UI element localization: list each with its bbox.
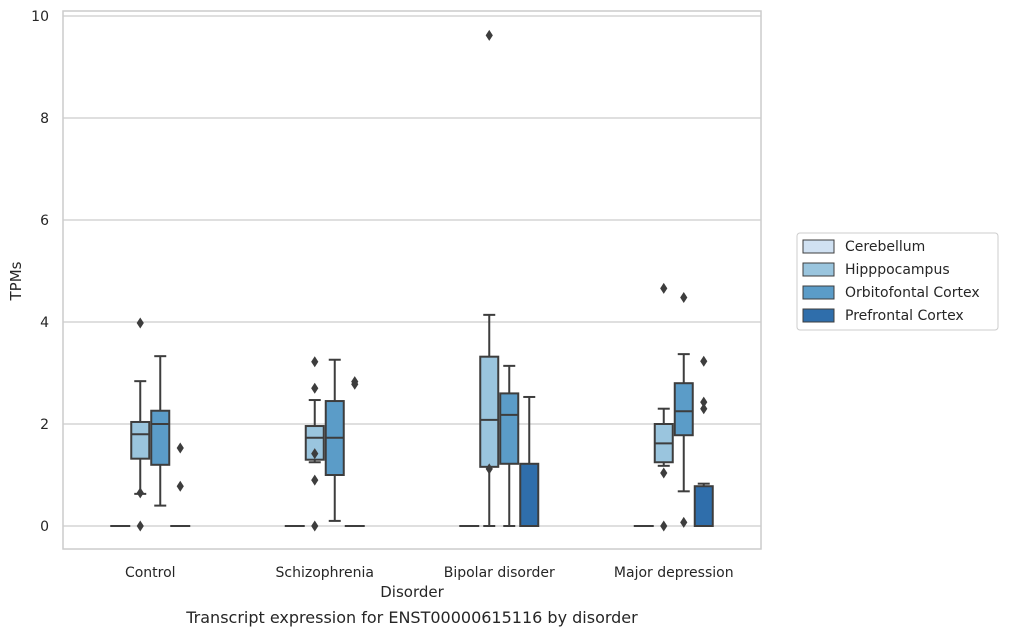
box-iqr — [130, 420, 151, 460]
outlier-point — [136, 317, 144, 329]
legend-frame — [796, 232, 999, 331]
box-hipppocampus — [479, 29, 500, 527]
box-groups — [110, 29, 714, 532]
outlier-point — [680, 516, 688, 528]
outlier-point — [311, 448, 319, 460]
outlier-point — [660, 467, 668, 479]
y-tick-label: 10 — [31, 9, 49, 25]
box-iqr — [499, 392, 520, 465]
legend-swatch — [802, 308, 835, 323]
x-tick-label: Bipolar disorder — [444, 565, 555, 581]
x-tick-label: Major depression — [614, 565, 734, 581]
outlier-point — [311, 520, 319, 532]
outlier-point — [700, 396, 708, 408]
y-tick-label: 4 — [40, 315, 49, 331]
box-hipppocampus — [130, 317, 151, 532]
legend-swatch — [802, 262, 835, 277]
box-iqr — [479, 355, 500, 468]
box-iqr — [150, 409, 171, 466]
outlier-point — [311, 474, 319, 486]
box-iqr — [304, 425, 325, 461]
box-orbitofontal-cortex — [673, 292, 694, 528]
outlier-point — [311, 382, 319, 394]
y-tick-label: 0 — [40, 519, 49, 535]
outlier-point — [136, 520, 144, 532]
legend-label: Orbitofontal Cortex — [845, 285, 980, 301]
box-iqr — [673, 382, 694, 437]
outlier-point — [485, 29, 493, 41]
x-axis-label: Disorder — [380, 583, 444, 601]
y-tick-label: 2 — [40, 417, 49, 433]
box-hipppocampus — [653, 282, 674, 532]
box-prefrontal-cortex — [344, 376, 365, 528]
box-prefrontal-cortex — [519, 395, 540, 527]
legend-swatch — [802, 285, 835, 300]
plot-background — [63, 11, 761, 549]
outlier-point — [700, 355, 708, 367]
outlier-point — [311, 356, 319, 368]
outlier-point — [176, 480, 184, 492]
outlier-point — [485, 463, 493, 475]
legend-label: Prefrontal Cortex — [845, 308, 964, 324]
plot-frame — [62, 10, 762, 550]
box-iqr — [519, 462, 540, 527]
outlier-point — [136, 487, 144, 499]
outlier-point — [660, 282, 668, 294]
box-orbitofontal-cortex — [499, 364, 520, 527]
box-orbitofontal-cortex — [324, 358, 345, 522]
box-prefrontal-cortex — [693, 355, 714, 527]
y-axis-label: TPMs — [7, 261, 25, 301]
outlier-point — [680, 292, 688, 304]
y-tick-label: 8 — [40, 111, 49, 127]
legend-label: Cerebellum — [845, 239, 925, 255]
outlier-point — [660, 520, 668, 532]
x-tick-labels: Control Schizophrenia Bipolar disorder Majo… — [125, 565, 734, 581]
y-tick-labels: 0 2 4 6 8 10 — [31, 9, 49, 535]
y-tick-label: 6 — [40, 213, 49, 229]
outlier-point — [700, 403, 708, 415]
legend-label: Hipppocampus — [845, 262, 950, 278]
box-prefrontal-cortex — [170, 442, 191, 528]
legend: Cerebellum Hipppocampus Orbitofontal Corte… — [796, 232, 999, 331]
legend-swatch — [802, 239, 835, 254]
box-iqr — [693, 485, 714, 527]
box-orbitofontal-cortex — [150, 355, 171, 507]
chart-caption: Transcript expression for ENST0000061511… — [185, 608, 638, 627]
x-tick-label: Schizophrenia — [276, 565, 374, 581]
outlier-point — [351, 376, 359, 388]
outlier-point — [176, 442, 184, 454]
box-hipppocampus — [304, 356, 325, 532]
x-tick-label: Control — [125, 565, 176, 581]
